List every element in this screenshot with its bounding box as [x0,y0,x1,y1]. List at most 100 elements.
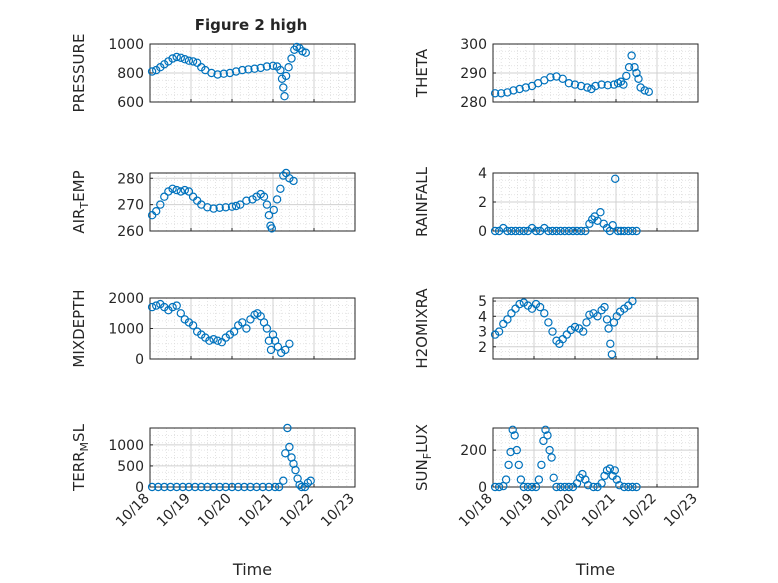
data-point [593,312,602,321]
data-point [279,83,288,92]
data-point [225,68,235,78]
data-point [188,321,198,330]
axes-air_temp: 260 270 280 AIRTEMP [70,168,356,240]
data-point [556,482,565,492]
data-point [252,482,261,492]
data-point [541,425,550,434]
data-point [509,86,518,95]
data-point [268,61,278,71]
data-point [615,481,624,490]
data-point [613,226,623,236]
y-tick-label: 280 [117,171,144,187]
data-point [630,62,639,72]
y-axis-label: PRESSURE [70,34,88,113]
data-point [515,84,524,94]
data-point [534,475,544,484]
data-point [172,52,181,62]
x-tick-label: 10/23 [318,491,358,531]
data-point [596,207,605,217]
y-tick-label: 280 [460,95,487,111]
data-point [494,482,504,492]
data-point [560,482,570,492]
data-point [624,226,633,236]
data-point [600,471,609,481]
data-point [207,68,216,78]
data-point [539,436,548,446]
data-point [579,327,588,336]
y-tick-label: 200 [460,443,487,459]
data-point [504,460,513,470]
data-point [160,482,169,492]
data-point [221,482,230,492]
data-point [514,460,524,470]
data-point [622,71,631,81]
data-point [215,482,224,492]
y-axis-label: RAINFALL [413,166,431,237]
axes-pressure: 600 800 1000 PRESSURE [70,34,356,113]
data-point [609,80,619,89]
data-point [590,212,599,221]
axes-terr_msl: 0 500 1000 TERRMSL 10/18 10/19 10/20 10/21 10/22… [70,423,358,579]
x-tick-label: 10/23 [661,491,701,531]
data-point [300,482,310,492]
data-point [203,482,212,492]
data-point [176,53,185,63]
data-point [490,482,500,492]
data-point [205,336,214,345]
data-point [608,220,617,230]
data-point [511,304,520,313]
y-tick-label: 2000 [108,291,144,307]
x-tick-label: 10/18 [456,491,496,531]
data-point [589,482,598,492]
data-point [549,473,558,482]
data-point [259,192,269,201]
data-point [235,200,245,209]
data-point [267,224,276,233]
data-point [276,65,285,75]
x-tick-label: 10/18 [113,491,153,531]
data-point [297,482,306,492]
data-point [583,83,592,92]
data-point [197,482,206,492]
axes-box [492,297,699,360]
data-point [188,57,198,66]
data-point [547,453,556,462]
data-point [287,54,296,63]
data-point [147,482,157,492]
data-point [274,482,284,492]
data-point [564,226,574,236]
y-tick-label: 0 [478,224,487,240]
y-tick-label: 1000 [108,438,144,454]
data-point [266,345,276,355]
data-point [184,187,194,196]
data-point [190,482,200,492]
data-point [548,226,557,236]
x-tick-label: 10/21 [579,491,619,531]
data-point [231,201,241,211]
data-point [219,69,228,78]
y-tick-label: 500 [117,459,144,475]
data-point [503,315,512,324]
data-point [576,226,586,236]
data-point [619,80,628,89]
y-axis-label: TERRMSL [70,423,91,492]
data-point [184,56,194,65]
data-point [213,70,222,79]
data-point [544,226,553,236]
data-point [176,187,185,196]
data-point [168,54,177,63]
data-point [521,83,531,92]
data-point [627,51,636,60]
y-tick-label: 2 [478,340,487,356]
data-point [280,91,289,101]
data-point [244,65,253,74]
data-point [558,74,567,84]
data-point [515,299,524,309]
data-point [585,310,594,319]
data-point [227,482,237,492]
data-point [628,296,637,306]
data-point [644,87,654,97]
